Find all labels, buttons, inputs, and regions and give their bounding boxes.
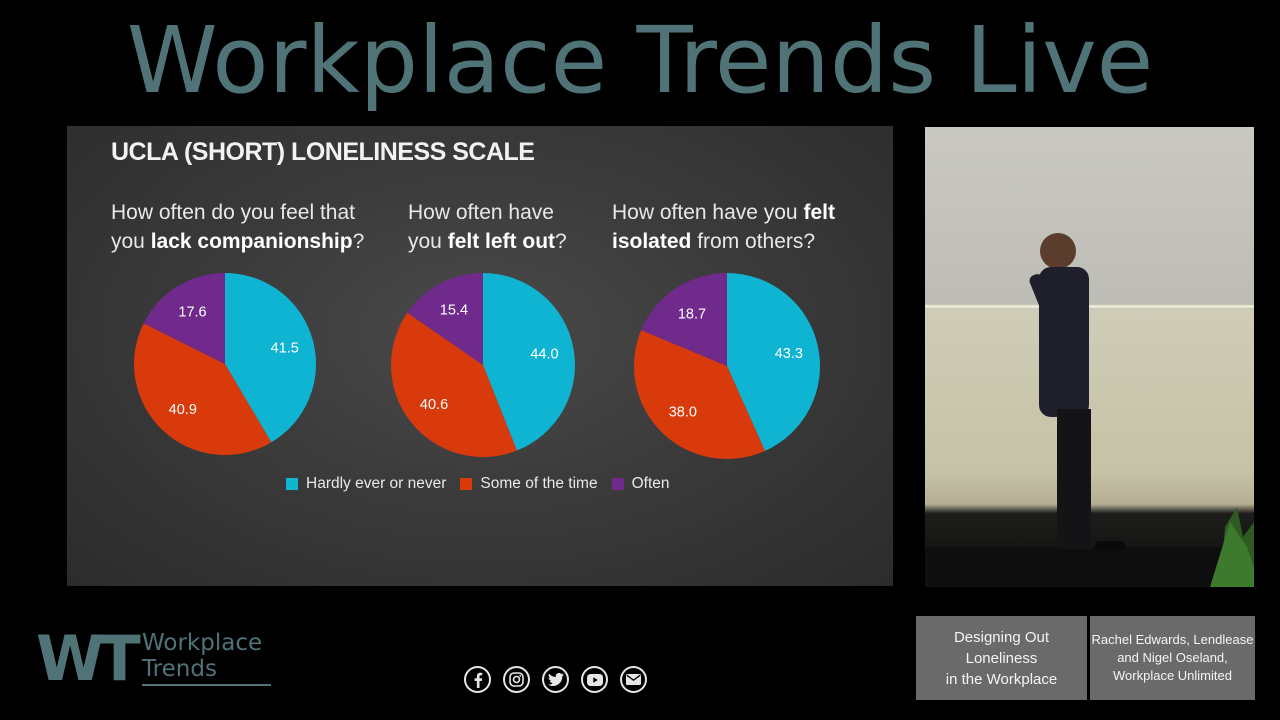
session-title-box: Designing Out Loneliness in the Workplac… <box>916 616 1087 700</box>
logo-line-1: Workplace <box>142 630 263 656</box>
pie-1-label-hardly-ever: 41.5 <box>271 341 299 357</box>
speakers-box: Rachel Edwards, Lendlease and Nigel Osel… <box>1090 616 1255 700</box>
legend-item-often: Often <box>611 475 670 493</box>
question-3-line2-post: from others? <box>691 230 816 253</box>
speakers-line-2: and Nigel Oseland, <box>1117 650 1228 665</box>
pie-1-slice-hardly-ever <box>225 273 316 443</box>
pie-2-slice-hardly-ever <box>483 273 575 451</box>
question-2-line2-post: ? <box>555 230 567 253</box>
question-3: How often have you felt isolated from ot… <box>612 198 835 256</box>
chart-legend: Hardly ever or never Some of the time Of… <box>286 472 670 496</box>
presentation-slide: UCLA (SHORT) LONELINESS SCALE How often … <box>67 126 893 586</box>
youtube-icon[interactable] <box>581 666 608 693</box>
pie-3-label-hardly-ever: 43.3 <box>775 346 803 362</box>
question-1-line2-pre: you <box>111 230 151 253</box>
pie-2-label-hardly-ever: 44.0 <box>530 346 558 362</box>
stage-line <box>925 305 1254 308</box>
speaker-video-frame <box>925 233 1254 587</box>
pie-3-slice-hardly-ever <box>727 273 820 451</box>
legend-item-hardly-ever: Hardly ever or never <box>286 475 446 493</box>
legend-label-hardly-ever: Hardly ever or never <box>306 475 447 492</box>
session-line-3: in the Workplace <box>945 670 1058 688</box>
session-line-1: Designing Out <box>953 628 1050 646</box>
instagram-icon[interactable] <box>503 666 530 693</box>
social-links <box>464 666 647 693</box>
question-2-line2-bold: felt left out <box>447 230 556 253</box>
pie-2-label-often: 15.4 <box>440 303 468 319</box>
question-2: How often have you felt left out? <box>408 198 567 256</box>
question-1-line2-post: ? <box>352 230 365 253</box>
pie-charts: 41.5 40.9 17.6 44.0 40.6 15.4 43.3 38.0 18.7 <box>134 273 820 459</box>
legend-swatch-often <box>611 478 624 490</box>
event-title: Workplace Trends Live <box>126 7 1154 114</box>
question-3-line1-pre: How often have you <box>612 201 804 224</box>
slide-heading: UCLA (SHORT) LONELINESS SCALE <box>111 138 535 166</box>
pie-3-label-often: 18.7 <box>678 306 706 322</box>
question-3-line1-bold: felt <box>803 201 835 224</box>
pie-2-label-some-of-the-time: 40.6 <box>420 397 448 413</box>
pie-1-slice-some-of-the-time <box>134 323 272 456</box>
pie-2-slice-some-of-the-time <box>391 312 517 457</box>
email-icon[interactable] <box>620 666 647 693</box>
speaker-video <box>925 127 1254 587</box>
question-2-line2-pre: you <box>408 230 448 253</box>
question-1-line2-bold: lack companionship <box>150 230 353 253</box>
question-3-line2-bold: isolated <box>612 230 692 253</box>
question-1: How often do you feel that you lack comp… <box>111 198 364 256</box>
stage-plant <box>1210 507 1254 587</box>
pie-1-label-some-of-the-time: 40.9 <box>169 402 197 418</box>
twitter-icon[interactable] <box>542 666 569 693</box>
legend-swatch-some-of-the-time <box>460 478 473 490</box>
speakers-line-1: Rachel Edwards, Lendlease <box>1091 632 1254 647</box>
legend-label-some-of-the-time: Some of the time <box>480 475 598 492</box>
speakers-line-3: Workplace Unlimited <box>1113 668 1232 683</box>
logo-underline <box>142 684 271 686</box>
legend-item-some-of-the-time: Some of the time <box>460 475 598 493</box>
question-1-line1: How often do you feel that <box>111 201 355 224</box>
pie-1-label-often: 17.6 <box>178 304 206 320</box>
pie-1-slice-often <box>143 273 225 364</box>
workplace-trends-logo-mark: WT <box>36 622 141 695</box>
facebook-icon[interactable] <box>464 666 491 693</box>
speaker-figure <box>1029 233 1125 551</box>
stage-floor <box>925 547 1254 587</box>
pie-2-slice-often <box>407 273 483 365</box>
pie-3-label-some-of-the-time: 38.0 <box>669 404 697 420</box>
pie-3-slice-some-of-the-time <box>634 330 766 459</box>
session-line-2: Loneliness <box>965 649 1038 667</box>
legend-label-often: Often <box>631 475 670 492</box>
pie-3-slice-often <box>641 273 727 366</box>
legend-swatch-hardly-ever <box>286 478 298 490</box>
question-2-line1: How often have <box>408 201 554 224</box>
workplace-trends-logo-text: Workplace Trends <box>142 630 262 682</box>
logo-line-2: Trends <box>142 656 217 682</box>
